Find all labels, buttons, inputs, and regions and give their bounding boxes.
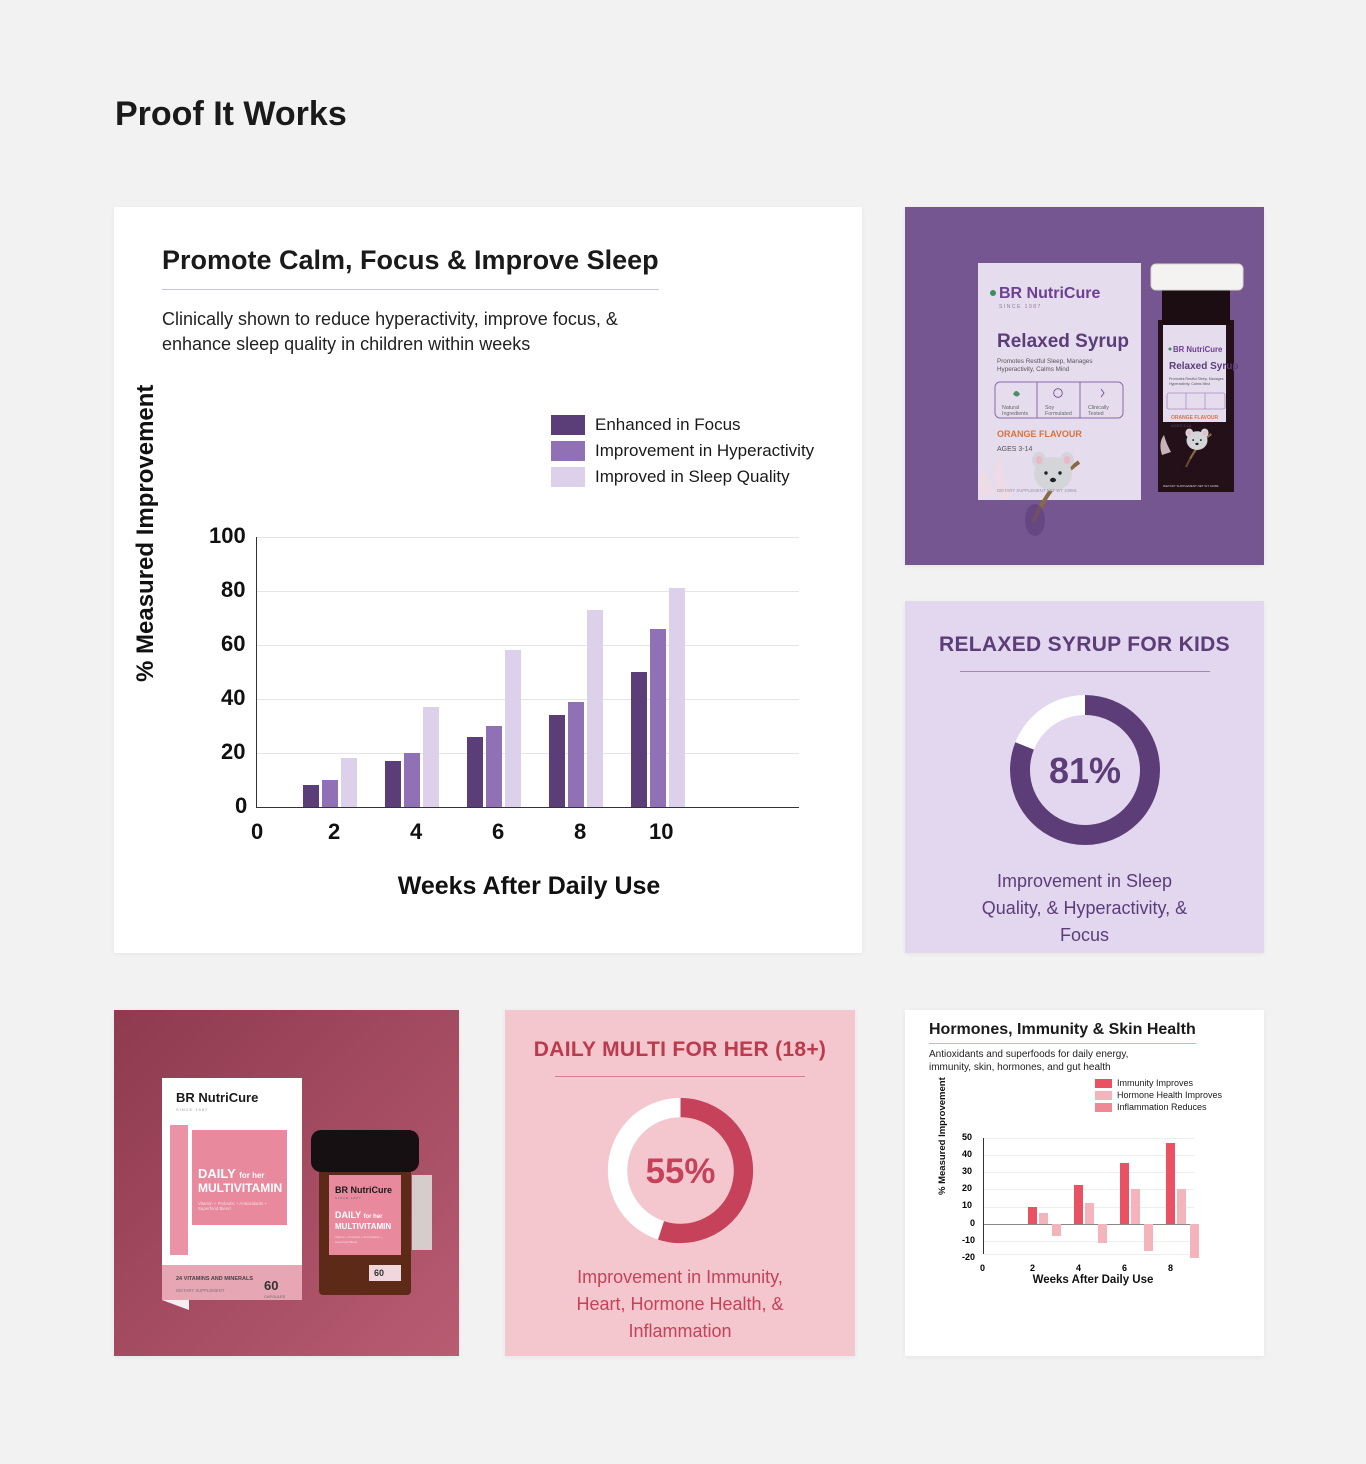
svg-text:DIETARY SUPPLEMENT NET WT 100M: DIETARY SUPPLEMENT NET WT 100ML [997,488,1078,493]
svg-text:AGES 3-14: AGES 3-14 [1171,423,1192,428]
svg-text:DIETARY SUPPLEMENT: DIETARY SUPPLEMENT [176,1288,225,1293]
svg-text:CAPSULES: CAPSULES [264,1294,286,1299]
svg-text:BR NutriCure: BR NutriCure [999,285,1100,302]
svg-text:Superfood Blend: Superfood Blend [198,1206,231,1211]
svg-text:MULTIVITAMIN: MULTIVITAMIN [335,1222,391,1231]
svg-text:Promotes Restful Sleep, Manage: Promotes Restful Sleep, Manages [1169,377,1224,381]
svg-text:Relaxed Syrup: Relaxed Syrup [1169,361,1238,372]
svg-text:Ingredients: Ingredients [1002,411,1029,417]
svg-text:MULTIVITAMIN: MULTIVITAMIN [198,1181,282,1195]
svg-text:AGES 3-14: AGES 3-14 [997,446,1033,453]
svg-text:ORANGE FLAVOUR: ORANGE FLAVOUR [1171,415,1219,421]
svg-text:Formulated: Formulated [1045,411,1072,417]
svg-text:SINCE 1987: SINCE 1987 [335,1196,362,1200]
svg-text:Hyperactivity, Calms Mind: Hyperactivity, Calms Mind [997,366,1070,373]
svg-text:Tested: Tested [1088,411,1104,417]
svg-text:24 VITAMINS AND MINERALS: 24 VITAMINS AND MINERALS [176,1276,253,1282]
svg-text:81%: 81% [1048,750,1120,791]
svg-text:Promotes Restful Sleep, Manage: Promotes Restful Sleep, Manages [997,358,1093,365]
svg-text:ORANGE FLAVOUR: ORANGE FLAVOUR [997,429,1082,439]
svg-text:BR NutriCure: BR NutriCure [335,1185,392,1195]
svg-text:Vitamin + Probiotic + Antioxid: Vitamin + Probiotic + Antioxidants + [335,1235,382,1239]
svg-text:SINCE 1987: SINCE 1987 [176,1107,208,1112]
svg-text:60: 60 [264,1278,278,1293]
svg-text:Relaxed Syrup: Relaxed Syrup [997,331,1129,352]
svg-text:60: 60 [374,1268,384,1278]
svg-text:55%: 55% [645,1152,715,1191]
svg-text:SINCE 1987: SINCE 1987 [999,304,1042,310]
svg-text:DIETARY SUPPLEMENT NET WT 100M: DIETARY SUPPLEMENT NET WT 100ML [1163,484,1219,488]
svg-text:Hyperactivity, Calms Mind: Hyperactivity, Calms Mind [1169,382,1210,386]
svg-text:BR NutriCure: BR NutriCure [1173,345,1223,354]
svg-text:BR NutriCure: BR NutriCure [176,1090,258,1105]
svg-text:Superfood Blend: Superfood Blend [335,1240,358,1244]
